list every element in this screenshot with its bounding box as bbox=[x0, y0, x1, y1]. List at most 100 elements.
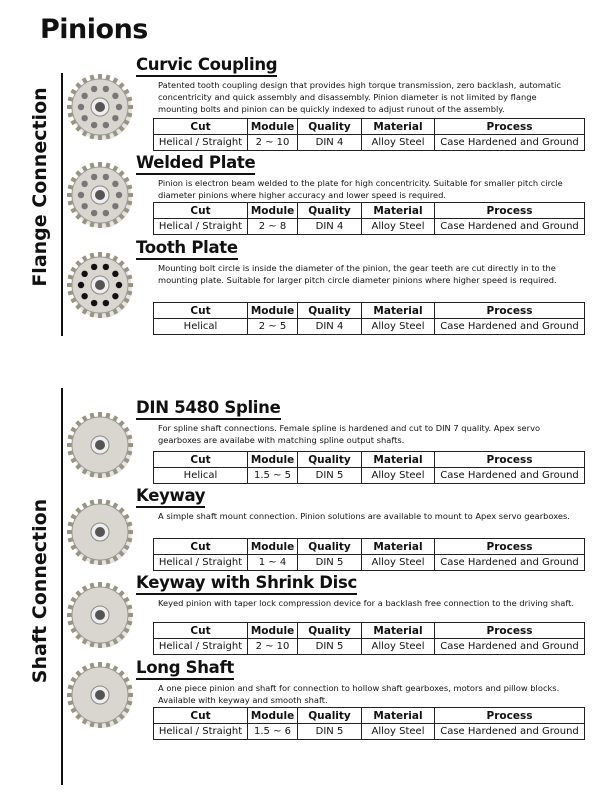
table-cell: Helical / Straight bbox=[153, 723, 248, 740]
spec-table: Cut Module Quality Material Process Helical … bbox=[153, 538, 585, 571]
table-cell: 2 ~ 8 bbox=[247, 218, 298, 235]
table-cell: Case Hardened and Ground bbox=[434, 218, 585, 235]
product-din-5480-spline: DIN 5480 Spline For spline shaft connect… bbox=[136, 398, 588, 484]
section-divider-flange bbox=[61, 73, 63, 336]
column-header: Process bbox=[434, 451, 585, 468]
section-divider-shaft bbox=[61, 388, 63, 785]
table-cell: DIN 5 bbox=[297, 723, 362, 740]
table-cell: Alloy Steel bbox=[361, 218, 435, 235]
column-header: Cut bbox=[153, 707, 248, 724]
gear-image bbox=[67, 412, 133, 478]
column-header: Quality bbox=[297, 118, 362, 135]
table-cell: 2 ~ 10 bbox=[247, 638, 298, 655]
table-cell: 2 ~ 5 bbox=[247, 318, 298, 335]
column-header: Module bbox=[247, 707, 298, 724]
table-cell: Alloy Steel bbox=[361, 467, 435, 484]
product-heading: Curvic Coupling bbox=[136, 55, 278, 77]
column-header: Quality bbox=[297, 451, 362, 468]
table-cell: DIN 4 bbox=[297, 134, 362, 151]
column-header: Cut bbox=[153, 118, 248, 135]
product-description: Mounting bolt circle is inside the diame… bbox=[158, 263, 557, 285]
gear-image bbox=[67, 662, 133, 728]
column-header: Cut bbox=[153, 451, 248, 468]
column-header: Quality bbox=[297, 202, 362, 219]
column-header: Cut bbox=[153, 202, 248, 219]
column-header: Material bbox=[361, 451, 435, 468]
spec-table: Cut Module Quality Material Process Helical … bbox=[153, 202, 585, 235]
spec-table: Cut Module Quality Material Process Helical … bbox=[153, 118, 585, 151]
table-header-row: Cut Module Quality Material Process bbox=[153, 451, 585, 468]
table-cell: Helical bbox=[153, 318, 248, 335]
product-curvic-coupling: Curvic Coupling Patented tooth coupling … bbox=[136, 55, 588, 151]
table-header-row: Cut Module Quality Material Process bbox=[153, 302, 585, 319]
column-header: Module bbox=[247, 118, 298, 135]
column-header: Material bbox=[361, 302, 435, 319]
spec-table: Cut Module Quality Material Process Helical … bbox=[153, 622, 585, 655]
column-header: Process bbox=[434, 302, 585, 319]
table-cell: DIN 5 bbox=[297, 638, 362, 655]
table-header-row: Cut Module Quality Material Process bbox=[153, 538, 585, 555]
product-tooth-plate: Tooth Plate Mounting bolt circle is insi… bbox=[136, 238, 588, 335]
table-cell: Alloy Steel bbox=[361, 638, 435, 655]
table-row: Helical 2 ~ 5 DIN 4 Alloy Steel Case Hardene… bbox=[153, 318, 585, 335]
column-header: Quality bbox=[297, 707, 362, 724]
product-description: Patented tooth coupling design that prov… bbox=[158, 80, 562, 114]
column-header: Material bbox=[361, 707, 435, 724]
product-description: Keyed pinion with taper lock compression… bbox=[158, 598, 575, 608]
table-cell: Case Hardened and Ground bbox=[434, 134, 585, 151]
gear-image bbox=[67, 74, 133, 140]
table-cell: Alloy Steel bbox=[361, 723, 435, 740]
table-cell: Case Hardened and Ground bbox=[434, 723, 585, 740]
table-cell: DIN 4 bbox=[297, 218, 362, 235]
product-heading: Tooth Plate bbox=[136, 238, 238, 260]
column-header: Process bbox=[434, 707, 585, 724]
table-cell: 1.5 ~ 5 bbox=[247, 467, 298, 484]
product-long-shaft: Long Shaft A one piece pinion and shaft … bbox=[136, 658, 588, 740]
column-header: Module bbox=[247, 202, 298, 219]
table-cell: 1.5 ~ 6 bbox=[247, 723, 298, 740]
table-cell: 2 ~ 10 bbox=[247, 134, 298, 151]
table-cell: Alloy Steel bbox=[361, 554, 435, 571]
product-description: For spline shaft connections. Female spl… bbox=[158, 423, 541, 445]
column-header: Material bbox=[361, 622, 435, 639]
table-row: Helical / Straight 2 ~ 10 DIN 5 Alloy Steel… bbox=[153, 638, 585, 655]
table-cell: Helical / Straight bbox=[153, 554, 248, 571]
table-cell: 1 ~ 4 bbox=[247, 554, 298, 571]
table-header-row: Cut Module Quality Material Process bbox=[153, 118, 585, 135]
page-title: Pinions bbox=[40, 14, 148, 45]
table-row: Helical / Straight 2 ~ 8 DIN 4 Alloy Steel C… bbox=[153, 218, 585, 235]
gear-image bbox=[67, 162, 133, 228]
gear-image bbox=[67, 582, 133, 648]
product-description: A one piece pinion and shaft for connect… bbox=[158, 683, 560, 705]
table-header-row: Cut Module Quality Material Process bbox=[153, 707, 585, 724]
table-cell: Helical / Straight bbox=[153, 218, 248, 235]
section-label-shaft: Shaft Connection bbox=[29, 498, 51, 684]
table-header-row: Cut Module Quality Material Process bbox=[153, 622, 585, 639]
table-cell: Helical / Straight bbox=[153, 638, 248, 655]
product-heading: Welded Plate bbox=[136, 153, 256, 175]
gear-image bbox=[67, 252, 133, 318]
column-header: Process bbox=[434, 202, 585, 219]
product-welded-plate: Welded Plate Pinion is electron beam wel… bbox=[136, 153, 588, 235]
product-heading: Long Shaft bbox=[136, 658, 234, 680]
table-cell: Case Hardened and Ground bbox=[434, 638, 585, 655]
product-heading: Keyway with Shrink Disc bbox=[136, 573, 357, 595]
product-description: Pinion is electron beam welded to the pl… bbox=[158, 178, 563, 200]
table-cell: Alloy Steel bbox=[361, 318, 435, 335]
table-cell: Case Hardened and Ground bbox=[434, 467, 585, 484]
table-cell: Helical bbox=[153, 467, 248, 484]
spec-table: Cut Module Quality Material Process Helical 2… bbox=[153, 302, 585, 335]
column-header: Material bbox=[361, 538, 435, 555]
column-header: Module bbox=[247, 538, 298, 555]
column-header: Process bbox=[434, 538, 585, 555]
product-heading: Keyway bbox=[136, 486, 206, 508]
table-cell: Case Hardened and Ground bbox=[434, 318, 585, 335]
product-keyway: Keyway A simple shaft mount connection. … bbox=[136, 486, 588, 571]
spec-table: Cut Module Quality Material Process Helical … bbox=[153, 707, 585, 740]
table-row: Helical / Straight 2 ~ 10 DIN 4 Alloy Steel… bbox=[153, 134, 585, 151]
table-cell: Alloy Steel bbox=[361, 134, 435, 151]
table-header-row: Cut Module Quality Material Process bbox=[153, 202, 585, 219]
product-heading: DIN 5480 Spline bbox=[136, 398, 281, 420]
table-row: Helical / Straight 1 ~ 4 DIN 5 Alloy Steel C… bbox=[153, 554, 585, 571]
column-header: Module bbox=[247, 622, 298, 639]
